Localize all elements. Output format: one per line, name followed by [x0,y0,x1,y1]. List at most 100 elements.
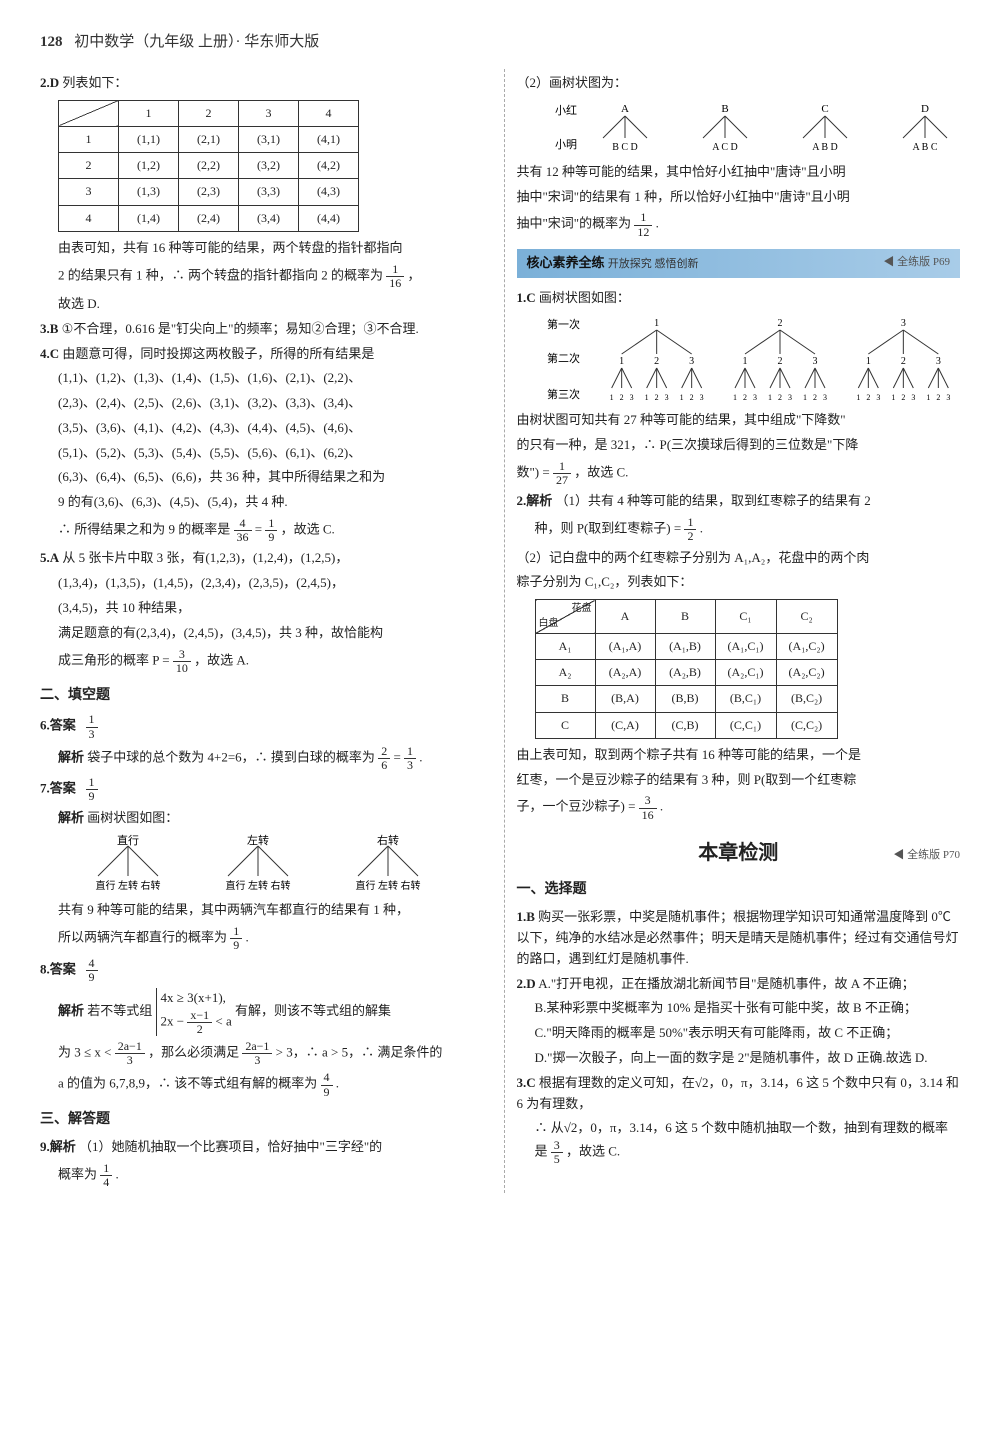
q5-t1: 从 5 张卡片中取 3 张，有(1,2,3)，(1,2,4)，(1,2,5)， [62,550,348,565]
q5-t4: 满足题意的有(2,3,4)，(2,4,5)，(3,4,5)，共 3 种，故恰能构 [58,623,484,644]
svg-text:右转: 右转 [377,834,399,847]
c2-t7: 子，一个豆沙粽子) = 316 . [517,794,961,821]
svg-text:直行: 直行 [117,834,139,847]
frac: 436 [234,517,252,544]
n: 2a−1 [115,1040,145,1054]
cell: (B,C₂) [776,686,837,712]
svg-text:3: 3 [629,393,633,402]
svg-text:3: 3 [946,393,950,402]
page-title: 初中数学（九年级 上册）· 华东师大版 [74,34,319,50]
section-fill: 二、填空题 [40,685,484,707]
cell: (3,1) [239,126,299,152]
q2-t2: 2 的结果只有 1 种，∴ 两个转盘的指针都指向 2 的概率为 116 ， [58,263,484,290]
n: x−1 [187,1009,212,1023]
n: 1 [553,460,571,474]
d: 36 [234,531,252,544]
cell: (A₂,C₂) [776,660,837,686]
svg-text:1: 1 [609,393,613,402]
svg-text:2: 2 [900,356,905,367]
page-number: 128 [40,34,63,50]
svg-text:3: 3 [935,356,940,367]
eq: = [393,749,400,764]
right-column: （2）画树状图为： 小红 小明 A B C D B C D A C D A B … [504,69,961,1193]
d: 3 [242,1054,272,1067]
d: 5 [551,1153,563,1166]
q8-ans: 解析 若不等式组 4x ≥ 3(x+1), 2x − x−12 < a 有解，则… [58,988,484,1036]
n: 3 [551,1139,563,1153]
n: 3 [639,794,657,808]
txt: 袋子中球的总个数为 4+2=6，∴ 摸到白球的概率为 [87,749,375,764]
txt: . [656,216,659,231]
d: 3 [86,728,98,741]
q4-l0: (1,1)、(1,2)、(1,3)、(1,4)、(1,5)、(1,6)、(2,1… [58,368,484,389]
frac: 35 [551,1139,563,1166]
th: B [655,600,715,634]
label: 解析 [58,749,84,764]
q7-num: 7.答案 [40,781,76,796]
label: 解析 [58,810,84,825]
d: 3 [115,1054,145,1067]
frac: 14 [100,1162,112,1189]
txt: 概率为 [58,1167,97,1182]
den: 16 [386,277,404,290]
cell: (A₁,B) [655,634,715,660]
b2-b: B.某种彩票中奖概率为 10% 是指买十张有可能中奖，故 B 不正确； [535,998,961,1019]
th: C₂ [776,600,837,634]
frac: 2a−13 [242,1040,272,1067]
svg-text:3: 3 [664,393,668,402]
frac: 316 [639,794,657,821]
svg-text:A B D: A B D [812,142,838,153]
txt: 种，则 P(取到红枣粽子) = [535,521,682,536]
txt: 为 3 ≤ x < [58,1045,111,1060]
cell: (B,A) [595,686,655,712]
svg-text:1: 1 [926,393,930,402]
b3-num: 3.C [517,1075,536,1090]
txt: 抽中"宋词"的概率为 [517,216,632,231]
svg-text:B C D: B C D [612,142,638,153]
d: 9 [321,1086,333,1099]
q3-num: 3.B [40,321,58,336]
diag-top: 花盘 [572,601,592,617]
q6: 6.答案 13 [40,713,484,740]
svg-text:2: 2 [936,393,940,402]
cell: (4,1) [299,126,359,152]
page-header: 128 初中数学（九年级 上册）· 华东师大版 [40,30,960,54]
svg-text:D: D [921,103,929,115]
q7: 7.答案 19 [40,776,484,803]
d: 12 [634,226,652,239]
sys2: 2x − x−12 < a [161,1009,232,1036]
svg-text:直行 左转 右转: 直行 左转 右转 [96,879,161,892]
frac: 49 [86,957,98,984]
svg-text:1: 1 [768,393,772,402]
txt: > 3，∴ a > 5，∴ 满足条件的 [276,1045,443,1060]
n: 4 [234,517,252,531]
txt: ，故选 C. [281,522,335,537]
frac: 13 [86,713,98,740]
q9: 9.解析 （1）她随机抽取一个比赛项目，恰好抽中"三字经"的 [40,1137,484,1158]
cell: (2,4) [179,205,239,231]
q5-t3: (3,4,5)，共 10 种结果， [58,598,484,619]
n: 1 [86,713,98,727]
q9p2-t1: （2）画树状图为： [517,73,961,94]
section-choice: 一、选择题 [517,879,961,901]
svg-text:2: 2 [654,356,659,367]
q4-num: 4.C [40,346,59,361]
frac: 13 [404,745,416,772]
cell: (1,3) [119,179,179,205]
q5: 5.A 从 5 张卡片中取 3 张，有(1,2,3)，(1,2,4)，(1,2,… [40,548,484,569]
svg-text:第二次: 第二次 [547,351,580,365]
d: 9 [265,531,277,544]
n: 1 [634,211,652,225]
q2: 2.D 列表如下： [40,73,484,94]
txt: ∴ 所得结果之和为 9 的概率是 [58,522,230,537]
q9p2-tree: 小红 小明 A B C D B C D A C D A B D A B C [535,100,961,156]
diag-bot: 白盘 [539,616,559,632]
q9-t2: 概率为 14 . [58,1162,484,1189]
svg-text:第三次: 第三次 [547,387,580,401]
cell: (A₁,A) [595,634,655,660]
q6-num: 6.答案 [40,718,76,733]
txt: 成三角形的概率 P = [58,652,170,667]
txt: 子，一个豆沙粽子) = [517,799,636,814]
q8: 8.答案 49 [40,957,484,984]
b1-num: 1.B [517,909,535,924]
